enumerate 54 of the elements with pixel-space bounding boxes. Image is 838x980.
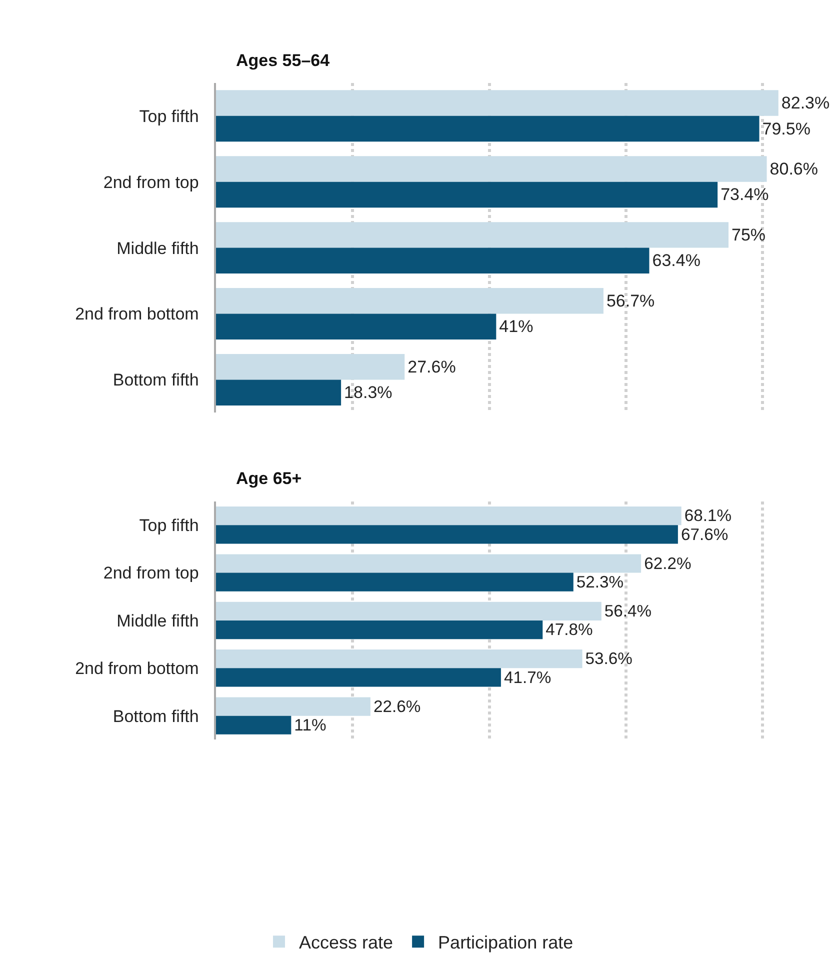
- bar: [216, 697, 370, 716]
- bar: [216, 716, 292, 734]
- data-label: 67.6%: [680, 524, 728, 544]
- data-label: 56.7%: [606, 291, 655, 310]
- data-label: 18.3%: [344, 383, 392, 402]
- data-label: 27.6%: [408, 357, 456, 376]
- chart-title: Age 65+: [236, 469, 302, 488]
- bar: [216, 222, 729, 248]
- data-label: 52.3%: [576, 572, 624, 592]
- bar: [216, 668, 501, 687]
- bar: [216, 314, 496, 340]
- y-tick-label: 2nd from top: [103, 172, 199, 192]
- data-label: 11%: [294, 716, 326, 734]
- bar: [216, 572, 574, 592]
- chart-title: Ages 55–64: [236, 51, 330, 70]
- bar: [216, 650, 582, 668]
- bar: [216, 620, 543, 640]
- bar: [216, 602, 602, 620]
- y-tick-label: Middle fifth: [116, 238, 199, 258]
- data-label: 75%: [732, 225, 766, 244]
- y-tick-label: Bottom fifth: [112, 370, 199, 390]
- bar: [216, 554, 642, 573]
- legend-label: Participation rate: [438, 932, 574, 953]
- bar: [216, 116, 760, 142]
- bar: [216, 525, 678, 544]
- y-tick-label: Middle fifth: [116, 611, 199, 630]
- data-label: 41.7%: [504, 668, 552, 687]
- bar: [216, 182, 718, 208]
- legend-label: Access rate: [299, 932, 394, 953]
- bar: [216, 380, 342, 406]
- y-tick-label: 2nd from top: [103, 564, 199, 583]
- bar: [216, 90, 778, 116]
- data-label: 47.8%: [546, 620, 594, 640]
- data-label: 63.4%: [652, 251, 700, 270]
- data-label: 68.1%: [684, 506, 732, 526]
- data-label: 53.6%: [585, 649, 633, 668]
- data-label: 56.4%: [604, 602, 652, 621]
- data-label: 79.5%: [762, 119, 810, 138]
- data-label: 80.6%: [770, 159, 818, 178]
- bar: [216, 248, 650, 274]
- y-tick-label: 2nd from bottom: [75, 304, 199, 324]
- data-label: 82.3%: [781, 94, 830, 113]
- data-label: 62.2%: [644, 554, 692, 573]
- bar: [216, 506, 682, 526]
- bar: [216, 354, 405, 380]
- bar: [216, 288, 604, 314]
- data-label: 73.4%: [720, 185, 769, 204]
- data-label: 22.6%: [373, 696, 421, 716]
- y-tick-label: 2nd from bottom: [75, 659, 199, 678]
- bar: [216, 156, 767, 182]
- y-tick-label: Top fifth: [139, 106, 199, 126]
- y-tick-label: Top fifth: [139, 516, 199, 536]
- y-tick-label: Bottom fifth: [112, 706, 199, 726]
- data-label: 41%: [499, 317, 534, 336]
